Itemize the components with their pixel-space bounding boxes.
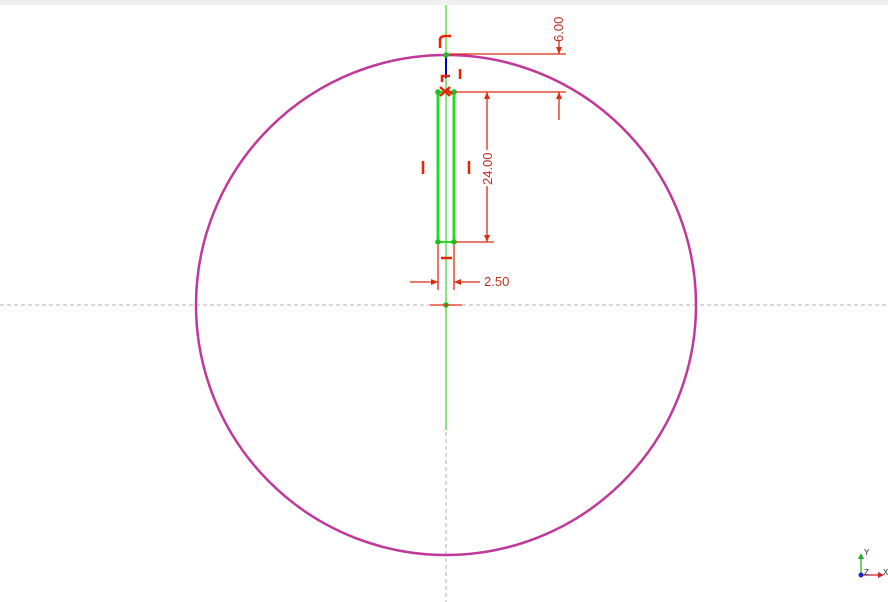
dimension-top-offset-value[interactable]: 6.00 (551, 17, 566, 42)
dimension-top-offset[interactable]: 6.00 (449, 17, 566, 120)
triad-z-label: Z (864, 568, 869, 577)
point-slot-top-right[interactable] (451, 89, 457, 95)
point-slot-bottom-right[interactable] (451, 239, 457, 245)
constraint-coincident-icon[interactable] (438, 34, 451, 48)
dimension-slot-width[interactable]: 2.50 (410, 245, 509, 290)
constraint-symmetric-icon[interactable] (439, 86, 453, 97)
point-slot-top-left[interactable] (435, 89, 441, 95)
dimension-slot-length-value[interactable]: 24.00 (480, 152, 495, 185)
point-slot-bottom-left[interactable] (435, 239, 441, 245)
point-circle-top[interactable] (443, 52, 449, 58)
dimension-slot-width-value[interactable]: 2.50 (484, 274, 509, 289)
view-triad: Y Z X (858, 548, 888, 578)
triad-x-label: X (883, 568, 888, 577)
constraint-tangent-icon[interactable] (440, 69, 462, 82)
dimension-slot-length[interactable]: 24.00 (456, 92, 495, 243)
triad-y-label: Y (864, 548, 870, 557)
top-border-strip (0, 0, 888, 5)
